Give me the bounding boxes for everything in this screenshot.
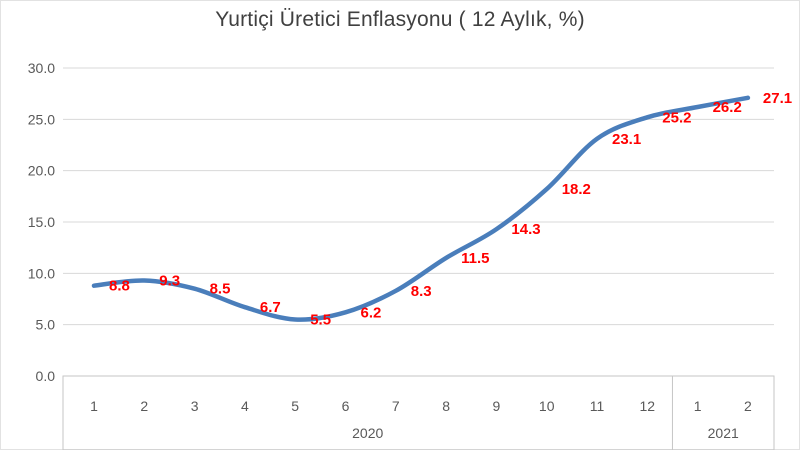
x-axis-month-label: 2 xyxy=(140,398,148,414)
x-axis-month-label: 5 xyxy=(291,398,299,414)
x-axis-month-label: 2 xyxy=(744,398,752,414)
y-axis-tick-label: 25.0 xyxy=(28,111,55,127)
data-label: 8.5 xyxy=(210,281,231,298)
y-axis-tick-label: 30.0 xyxy=(28,60,55,76)
y-axis-tick-label: 20.0 xyxy=(28,163,55,179)
x-axis-month-label: 6 xyxy=(342,398,350,414)
data-label: 14.3 xyxy=(511,221,540,238)
x-axis-year-label: 2020 xyxy=(352,425,383,441)
x-axis-month-label: 3 xyxy=(191,398,199,414)
y-axis-tick-label: 10.0 xyxy=(28,265,55,281)
x-axis-month-label: 12 xyxy=(640,398,656,414)
x-axis-month-label: 11 xyxy=(590,398,605,414)
inflation-series-line xyxy=(91,95,751,322)
x-axis-month-label: 1 xyxy=(90,398,98,414)
data-label: 27.1 xyxy=(763,90,792,107)
chart-title: Yurtiçi Üretici Enflasyonu ( 12 Aylık, %… xyxy=(215,8,585,31)
data-label: 6.7 xyxy=(260,299,281,316)
x-axis-month-label: 4 xyxy=(241,398,249,414)
data-label: 11.5 xyxy=(461,250,489,267)
data-label: 18.2 xyxy=(562,181,591,198)
data-label: 6.2 xyxy=(361,304,382,321)
data-label: 9.3 xyxy=(159,273,180,290)
axis-table-border xyxy=(62,375,775,450)
data-label: 23.1 xyxy=(612,131,641,148)
data-label: 5.5 xyxy=(310,312,331,329)
y-axis-tick-label: 15.0 xyxy=(28,214,55,230)
x-axis-month-label: 10 xyxy=(539,398,555,414)
data-label: 8.8 xyxy=(109,278,130,295)
y-axis-tick-label: 0.0 xyxy=(36,368,56,384)
x-axis-month-label: 9 xyxy=(493,398,501,414)
x-axis-month-label: 7 xyxy=(392,398,400,414)
data-label: 8.3 xyxy=(411,283,432,300)
x-axis-month-label: 1 xyxy=(694,398,702,414)
x-axis-month-label: 8 xyxy=(442,398,450,414)
x-axis-year-label: 2021 xyxy=(708,425,739,441)
data-label: 25.2 xyxy=(662,109,691,126)
data-label: 26.2 xyxy=(713,99,742,116)
y-axis-tick-label: 5.0 xyxy=(36,317,56,333)
